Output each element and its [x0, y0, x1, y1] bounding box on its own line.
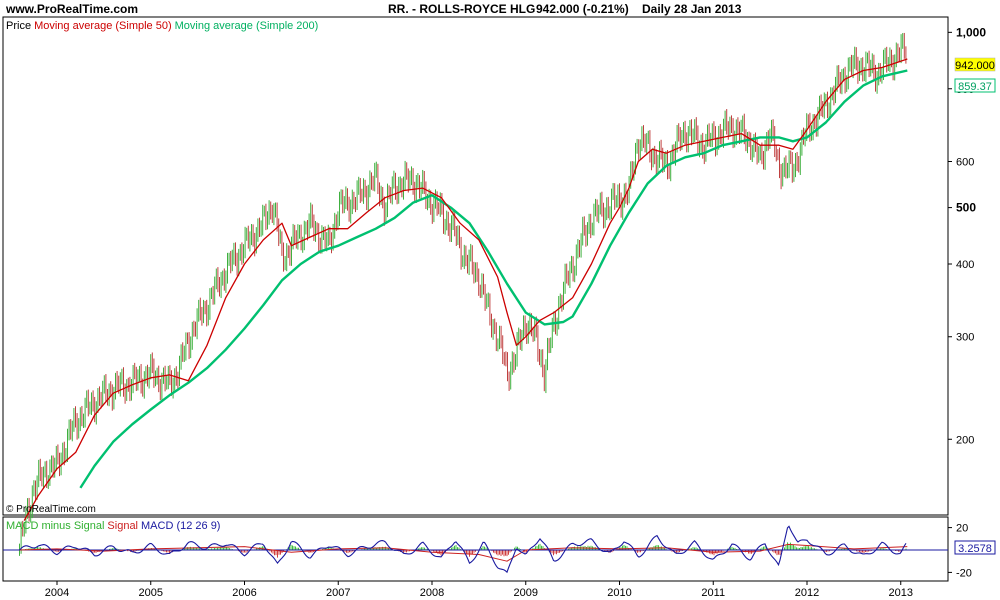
legend-ma200: Moving average (Simple 200) — [174, 20, 319, 32]
xtick-label: 2011 — [701, 587, 725, 599]
macd-signal-line — [19, 543, 908, 562]
price-ytick-label: 1,000 — [956, 25, 986, 39]
xtick-label: 2005 — [139, 587, 163, 599]
price-ytick-label: 200 — [956, 434, 974, 446]
legend-ma50: Moving average (Simple 50) — [34, 20, 172, 32]
price-legend: Price Moving average (Simple 50) Moving av… — [6, 20, 321, 32]
price-ytick-label: 600 — [956, 156, 974, 168]
legend-macd-hist: MACD minus Signal — [6, 520, 105, 532]
xtick-label: 2012 — [795, 587, 819, 599]
xtick-label: 2013 — [889, 587, 913, 599]
xtick-label: 2006 — [232, 587, 256, 599]
copyright: © ProRealTime.com — [6, 504, 96, 515]
header-bar: www.ProRealTime.com RR. - ROLLS-ROYCE HL… — [0, 0, 1000, 18]
last-price-badge-bg — [954, 57, 996, 72]
price-ytick-label: 300 — [956, 332, 974, 344]
ma200-badge: 859.37 — [958, 81, 992, 93]
macd-badge: 3.2578 — [958, 543, 992, 555]
period-label: Daily 28 Jan 2013 — [642, 2, 742, 16]
xtick-label: 2007 — [326, 587, 350, 599]
xtick-label: 2004 — [45, 587, 69, 599]
xtick-label: 2009 — [514, 587, 538, 599]
legend-macd-line: MACD (12 26 9) — [141, 520, 221, 532]
ma200-badge-bg — [954, 78, 996, 93]
price-ytick-label: 500 — [956, 201, 976, 215]
macd-badge-bg — [954, 540, 996, 555]
macd-ytick-label: -20 — [956, 567, 972, 579]
macd-ytick-label: 20 — [956, 523, 968, 535]
xtick-label: 2008 — [420, 587, 444, 599]
legend-macd-signal: Signal — [107, 520, 138, 532]
macd-legend: MACD minus Signal Signal MACD (12 26 9) — [6, 520, 223, 532]
ma200-line — [79, 69, 908, 489]
price-ytick-label: 400 — [956, 259, 974, 271]
ma50-line — [23, 58, 908, 521]
xtick-label: 2010 — [607, 587, 631, 599]
site-link[interactable]: www.ProRealTime.com — [6, 2, 139, 16]
last-price-badge: 942.000 — [955, 60, 995, 72]
legend-price: Price — [6, 20, 32, 32]
instrument-title: RR. - ROLLS-ROYCE HLG — [388, 2, 536, 16]
macd-line — [19, 525, 907, 574]
price-change: 942.000 (-0.21%) — [536, 2, 629, 16]
